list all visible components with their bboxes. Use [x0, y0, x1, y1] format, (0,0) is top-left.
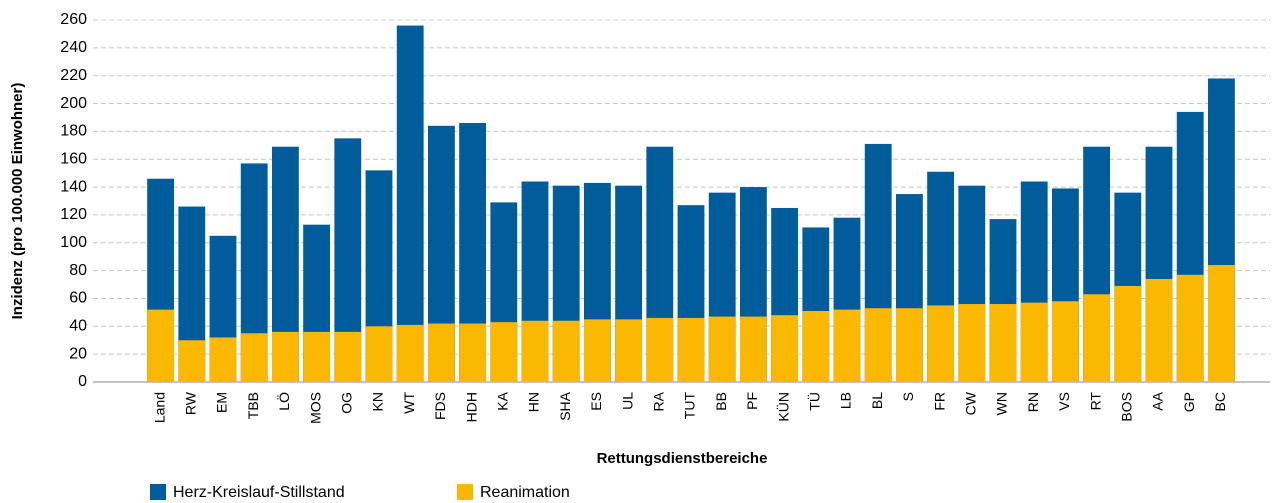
bar — [396, 25, 424, 382]
bar — [1020, 302, 1048, 382]
bar — [459, 323, 487, 382]
y-tick-label: 180 — [60, 123, 87, 140]
x-tick-label: TBB — [245, 392, 261, 419]
y-tick-label: 200 — [60, 95, 87, 112]
bar — [521, 320, 549, 382]
bar — [1145, 278, 1173, 382]
x-tick-label: BC — [1212, 392, 1228, 411]
legend-label: Reanimation — [480, 484, 570, 501]
bar — [615, 319, 643, 382]
legend-swatch — [457, 484, 473, 500]
x-axis-title: Rettungsdienstbereiche — [597, 450, 768, 467]
bar — [927, 305, 955, 382]
bar — [895, 308, 923, 382]
bar — [427, 323, 455, 382]
y-tick-label: 260 — [60, 11, 87, 28]
x-tick-label: TÜ — [806, 392, 823, 411]
x-tick-label: LB — [838, 392, 854, 409]
x-tick-label: LÖ — [275, 392, 292, 411]
y-tick-label: 240 — [60, 39, 87, 56]
bar — [864, 308, 892, 382]
bar — [1051, 301, 1079, 382]
bar — [303, 331, 331, 382]
bar — [271, 331, 299, 382]
x-tick-label: PF — [744, 392, 760, 410]
x-tick-label: UL — [619, 392, 635, 410]
x-tick-label: SHA — [557, 391, 573, 420]
y-tick-label: 80 — [69, 262, 87, 279]
legend-label: Herz-Kreislauf-Stillstand — [173, 484, 345, 501]
bar — [209, 337, 237, 382]
bar — [240, 333, 268, 382]
x-tick-label: FDS — [432, 392, 448, 420]
x-tick-label: S — [900, 392, 916, 401]
bar — [583, 319, 611, 382]
bar — [677, 317, 705, 382]
x-tick-label: RT — [1087, 392, 1103, 411]
x-tick-label: CW — [963, 391, 979, 415]
bar — [989, 304, 1017, 382]
bar — [771, 315, 799, 382]
bar — [1114, 285, 1142, 382]
x-tick-label: OG — [339, 392, 355, 414]
x-tick-label: KN — [370, 392, 386, 411]
bar — [739, 316, 767, 382]
x-tick-label: WN — [994, 392, 1010, 415]
y-axis-title: Inzidenz (pro 100.000 Einwohner) — [9, 83, 26, 320]
bar — [178, 340, 206, 382]
x-tick-label: RA — [651, 391, 667, 411]
bar — [708, 316, 736, 382]
x-tick-label: GP — [1181, 392, 1197, 412]
bar — [147, 309, 175, 382]
legend-swatch — [150, 484, 166, 500]
x-tick-label: Land — [151, 392, 167, 423]
bar — [490, 322, 518, 382]
x-tick-label: HDH — [463, 392, 479, 422]
bar — [1207, 265, 1235, 382]
x-tick-label: TUT — [682, 392, 698, 420]
x-tick-label: BOS — [1119, 392, 1135, 422]
y-tick-label: 100 — [60, 234, 87, 251]
x-tick-label: ES — [588, 392, 604, 411]
bar — [958, 304, 986, 382]
y-tick-label: 120 — [60, 206, 87, 223]
x-tick-label: KA — [495, 391, 511, 410]
bar — [1083, 294, 1111, 382]
x-tick-label: KÜN — [774, 392, 791, 422]
x-tick-label: RW — [183, 391, 199, 415]
bar — [334, 331, 362, 382]
bar — [396, 324, 424, 382]
x-tick-label: FR — [931, 392, 947, 411]
bar — [833, 309, 861, 382]
x-tick-label: EM — [214, 392, 230, 413]
y-tick-label: 60 — [69, 290, 87, 307]
bar — [1176, 274, 1204, 382]
x-tick-label: BL — [869, 392, 885, 409]
x-tick-label: RN — [1025, 392, 1041, 412]
x-tick-label: WT — [401, 392, 417, 414]
x-tick-label: BB — [713, 392, 729, 411]
x-tick-label: VS — [1056, 392, 1072, 411]
bar — [552, 320, 580, 382]
x-tick-label: MOS — [307, 392, 323, 424]
y-tick-label: 0 — [78, 373, 87, 390]
x-tick-label: AA — [1150, 391, 1166, 410]
y-tick-label: 20 — [69, 345, 87, 362]
bar — [646, 317, 674, 382]
y-tick-label: 140 — [60, 178, 87, 195]
y-tick-label: 160 — [60, 150, 87, 167]
x-tick-label: HN — [526, 392, 542, 412]
y-tick-label: 220 — [60, 67, 87, 84]
bar — [365, 326, 393, 382]
y-tick-label: 40 — [69, 318, 87, 335]
bar — [802, 310, 830, 382]
